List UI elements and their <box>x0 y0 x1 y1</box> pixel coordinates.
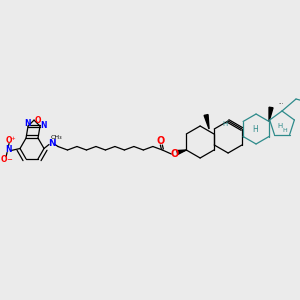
Text: O: O <box>1 155 7 164</box>
Text: O: O <box>170 149 178 159</box>
Text: −: − <box>6 158 12 164</box>
Polygon shape <box>177 150 186 154</box>
Text: N: N <box>40 121 46 130</box>
Text: N: N <box>48 139 56 148</box>
Text: +: + <box>11 136 15 141</box>
Text: N: N <box>5 145 11 154</box>
Polygon shape <box>269 107 273 122</box>
Text: ...: ... <box>278 100 284 106</box>
Text: O: O <box>6 136 12 145</box>
Text: H: H <box>252 124 258 134</box>
Polygon shape <box>204 115 209 129</box>
Text: H: H <box>223 121 228 127</box>
Text: H: H <box>283 128 287 133</box>
Text: H: H <box>278 123 283 129</box>
Text: CH₃: CH₃ <box>50 135 62 140</box>
Text: O: O <box>35 116 41 124</box>
Text: O: O <box>156 136 164 146</box>
Text: N: N <box>24 118 30 127</box>
